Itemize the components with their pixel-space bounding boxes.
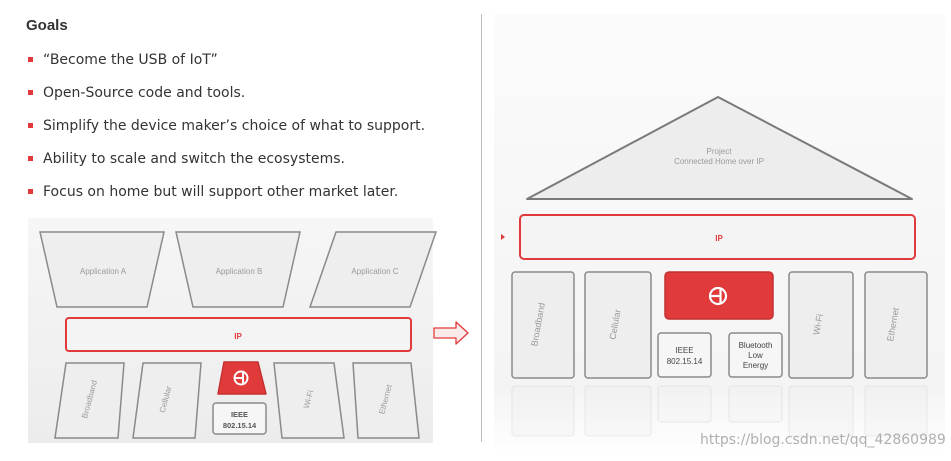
goal-text: “Become the USB of IoT” — [43, 52, 218, 68]
left-ethernet-box: Ethernet — [352, 362, 420, 439]
goal-text: Simplify the device maker’s choice of wh… — [43, 118, 426, 134]
right-broadband-box: Broadband — [511, 271, 575, 379]
goal-text: Focus on home but will support other mar… — [43, 184, 399, 200]
goal-text: Ability to scale and switch the ecosyste… — [43, 151, 345, 167]
bullet-icon — [28, 57, 33, 62]
bullet-icon — [28, 156, 33, 161]
left-diagram: Application A Application B Application … — [39, 231, 438, 439]
project-title: Project — [707, 147, 733, 156]
application-b-label: Application B — [216, 267, 263, 276]
right-ieee-number: 802.15.14 — [667, 357, 703, 366]
left-wifi-box: Wi-Fi — [273, 362, 345, 439]
application-c-box: Application C — [308, 231, 438, 308]
application-b-box: Application B — [175, 231, 301, 308]
left-ip-label: IP — [234, 332, 242, 341]
right-ble-line-1: Bluetooth — [739, 341, 773, 350]
right-ip-bar: IP — [519, 214, 916, 260]
diagram-reflection — [511, 385, 928, 437]
right-cellular-box: Cellular — [584, 271, 652, 379]
bullet-icon — [28, 123, 33, 128]
left-ieee-number: 802.15.14 — [223, 421, 257, 430]
thread-logo-icon — [233, 370, 249, 386]
right-ip-label: IP — [715, 234, 723, 243]
goals-list: “Become the USB of IoT” Open-Source code… — [28, 50, 425, 215]
right-ble-box: Bluetooth Low Energy — [728, 332, 783, 378]
right-ieee-label: IEEE — [675, 346, 693, 355]
small-red-arrow-icon — [501, 234, 505, 240]
right-wifi-label: Wi-Fi — [811, 313, 824, 335]
goal-item: “Become the USB of IoT” — [28, 50, 425, 83]
right-ethernet-box: Ethernet — [864, 271, 928, 379]
project-roof: Project Connected Home over IP — [526, 96, 913, 200]
bullet-icon — [28, 90, 33, 95]
application-a-box: Application A — [39, 231, 165, 308]
watermark-url: https://blog.csdn.net/qq_42860989 — [700, 432, 946, 448]
right-ble-line-3: Energy — [743, 361, 768, 370]
right-diagram: Project Connected Home over IP IP Broadb… — [501, 96, 928, 437]
column-divider — [481, 14, 482, 442]
goal-item: Simplify the device maker’s choice of wh… — [28, 116, 425, 149]
right-thread-logo-box — [664, 271, 774, 320]
application-a-label: Application A — [80, 267, 127, 276]
left-ip-bar: IP — [65, 317, 412, 352]
goal-item: Ability to scale and switch the ecosyste… — [28, 149, 425, 182]
left-thread-logo-box — [217, 361, 267, 395]
left-ieee-label: IEEE — [231, 410, 248, 419]
right-ieee-box: IEEE 802.15.14 — [657, 332, 712, 378]
slide-title: Goals — [26, 17, 68, 34]
transition-arrow-icon — [433, 321, 469, 345]
bullet-icon — [28, 189, 33, 194]
project-subtitle: Connected Home over IP — [674, 157, 764, 166]
right-wifi-box: Wi-Fi — [788, 271, 854, 379]
application-c-label: Application C — [351, 267, 398, 276]
goal-item: Open-Source code and tools. — [28, 83, 425, 116]
left-ieee-box: IEEE 802.15.14 — [212, 402, 267, 435]
left-cellular-box: Cellular — [132, 362, 202, 439]
goal-text: Open-Source code and tools. — [43, 85, 246, 101]
thread-logo-icon — [708, 286, 728, 306]
left-broadband-box: Broadband — [54, 362, 125, 439]
goal-item: Focus on home but will support other mar… — [28, 182, 425, 215]
right-ble-line-2: Low — [748, 351, 763, 360]
